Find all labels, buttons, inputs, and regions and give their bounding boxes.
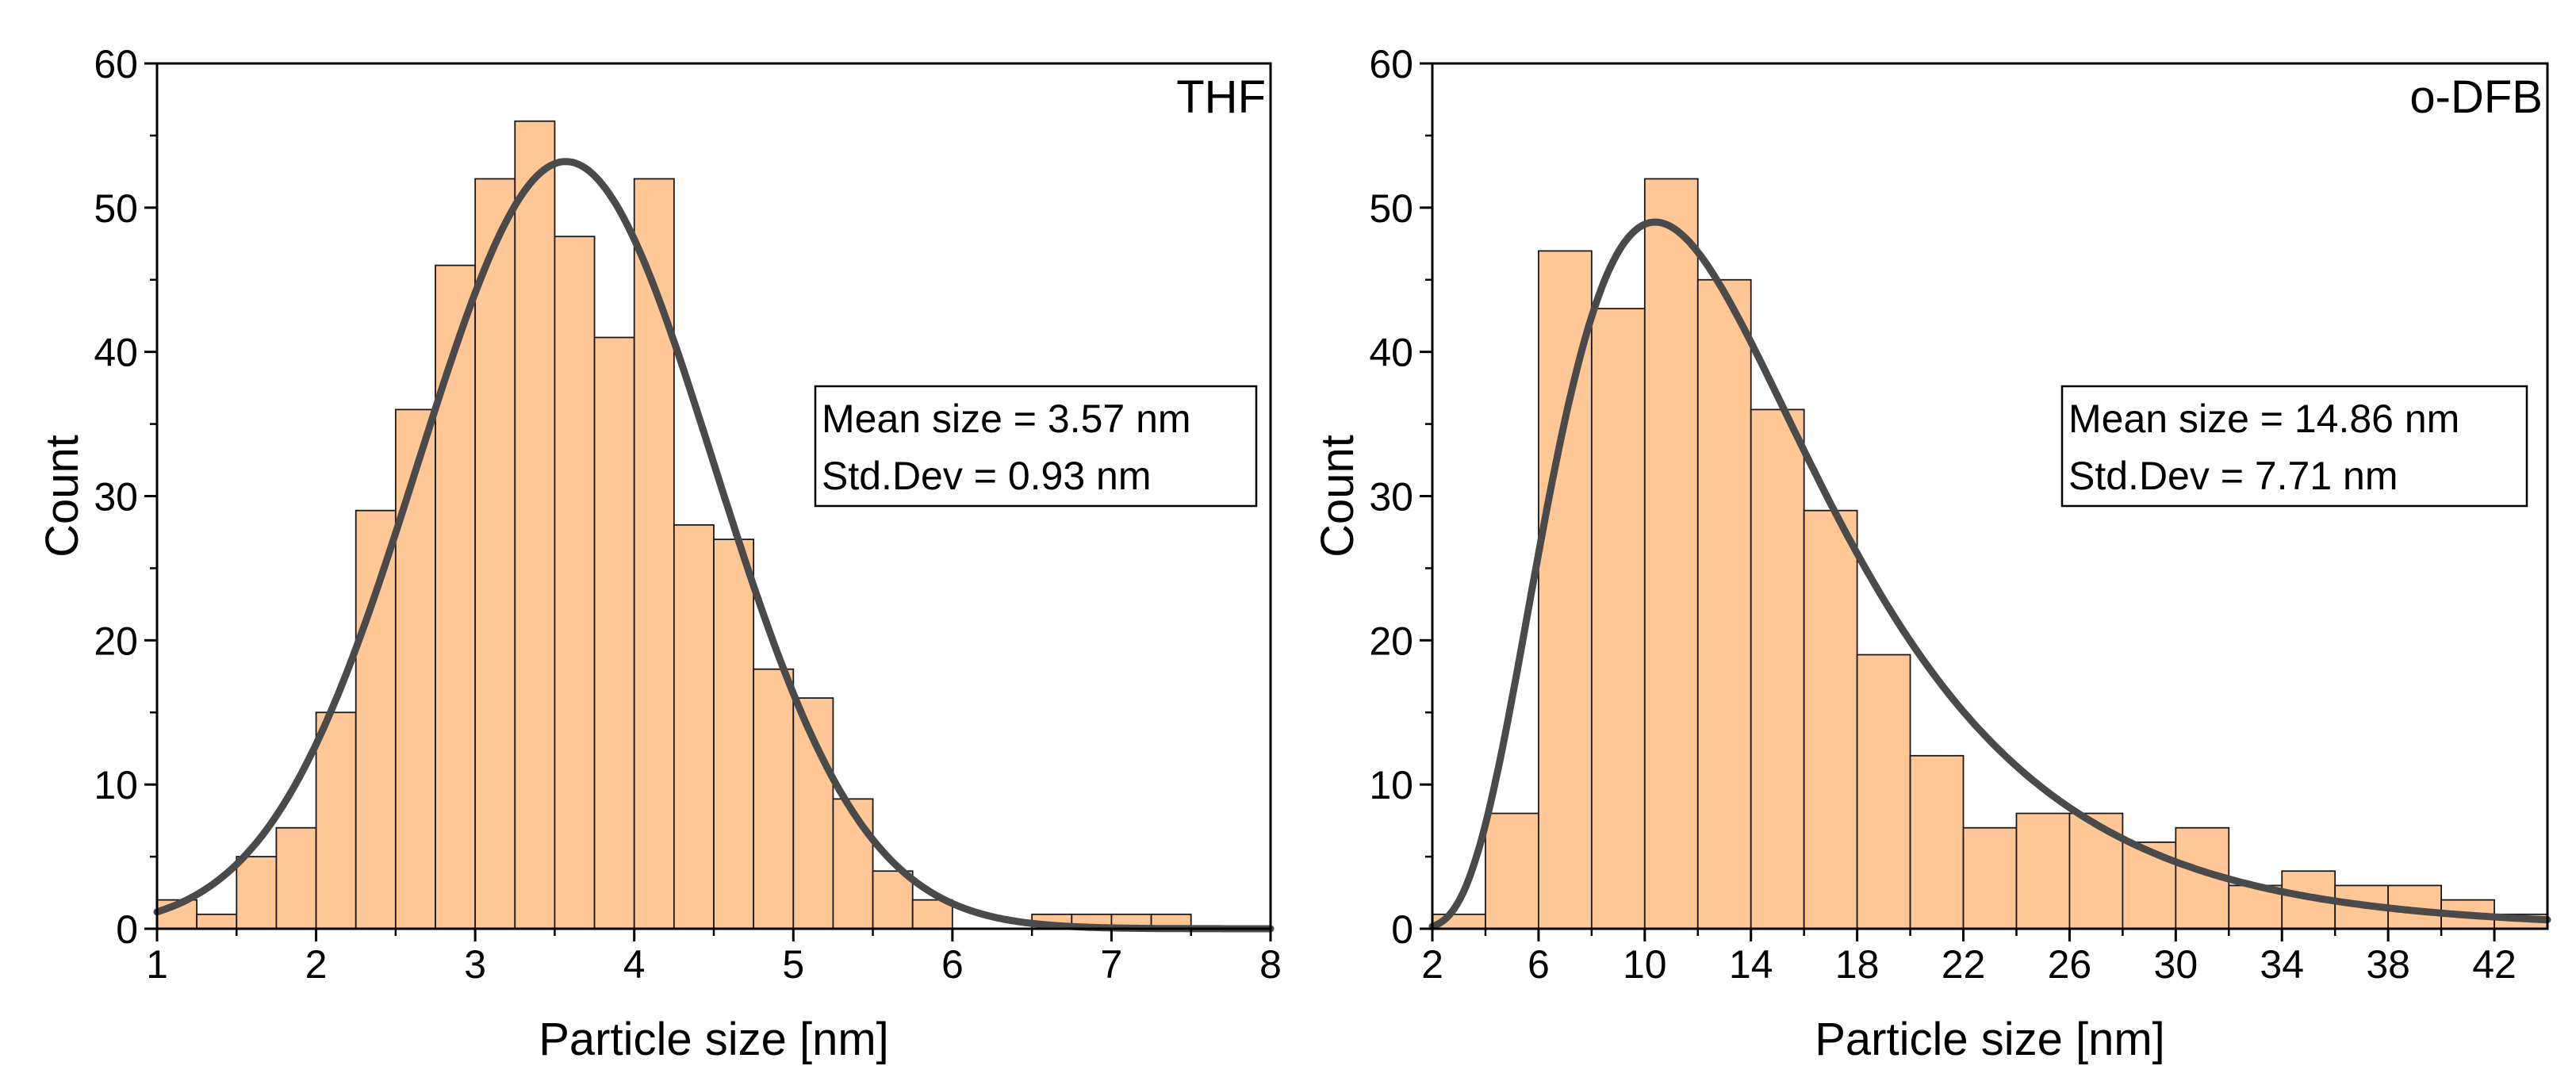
histogram-bar [1750,408,1805,930]
y-tick-label: 10 [1369,763,1413,807]
stats-box-frame [2060,385,2528,508]
histogram-bar [1696,278,1752,930]
histogram-bar [1643,178,1699,930]
y-tick-label: 20 [1369,619,1413,663]
histogram-bar [315,711,357,930]
histogram-bar [832,798,874,930]
histogram-bar [355,509,397,930]
fit-curve [1428,218,2551,930]
x-tick-label: 3 [464,942,486,987]
histogram-bar [633,178,675,930]
histogram-bar [435,264,477,930]
histogram-bar [593,336,635,930]
stats-mean: Mean size = 14.86 nm [2068,397,2459,441]
x-tick-label: 1 [146,942,168,987]
histogram-bar [673,523,715,930]
x-tick-label: 6 [941,942,964,987]
stats-box: Mean size = 3.57 nm Std.Dev = 0.93 nm [814,385,1258,508]
stats-std: Std.Dev = 0.93 nm [822,454,1152,498]
x-axis-title: Particle size [nm] [539,1014,889,1065]
histogram-bar [236,856,278,930]
histogram-bar [1590,308,1646,930]
histogram-bar [394,408,436,930]
x-tick-label: 10 [1623,942,1667,987]
histogram-bar [514,120,556,930]
x-tick-label: 2 [1421,942,1443,987]
stats-mean: Mean size = 3.57 nm [822,397,1191,441]
histogram-bar [1485,812,1539,930]
x-tick-label: 22 [1942,942,1986,987]
x-tick-label: 7 [1101,942,1123,987]
y-tick-label: 50 [94,186,138,231]
stats-std: Std.Dev = 7.71 nm [2068,454,2398,498]
y-tick-label: 20 [94,619,138,663]
histogram-panel-thf: 1 2 3 4 5 6 7 8 0 10 20 30 40 50 60 THF Mean size = 3.… [36,42,1282,1065]
histogram-bar [1962,826,2018,930]
bars-group [156,120,1192,930]
x-axis-title: Particle size [nm] [1815,1014,2165,1065]
y-tick-label: 0 [116,907,138,952]
x-tick-label: 34 [2260,942,2304,987]
histogram-bar [275,826,317,930]
stats-box-frame [814,385,1258,508]
y-tick-label: 40 [1369,331,1413,375]
histogram-bar [554,236,596,930]
fit-curve [153,158,1275,933]
x-tick-label: 14 [1729,942,1773,987]
histogram-bar [1909,754,1965,930]
x-tick-label: 26 [2048,942,2092,987]
x-tick-label: 8 [1259,942,1282,987]
x-tick-label: 6 [1528,942,1550,987]
fit-curve-group [153,158,1275,933]
histogram-bar [753,668,795,930]
histogram-bar [196,913,238,930]
y-axis-title: Count [36,435,88,558]
y-tick-label: 30 [94,475,138,519]
y-tick-label: 40 [94,331,138,375]
histogram-bar [2015,812,2071,930]
x-tick-label: 42 [2472,942,2517,987]
x-tick-label: 5 [782,942,804,987]
y-tick-label: 10 [94,763,138,807]
y-tick-label: 30 [1369,475,1413,519]
histogram-bar [713,539,755,930]
panel-label: o-DFB [2409,71,2543,123]
stats-box: Mean size = 14.86 nm Std.Dev = 7.71 nm [2060,385,2528,508]
histogram-bar [1803,509,1858,930]
x-tick-label: 30 [2154,942,2198,987]
histogram-bar [1856,654,1911,930]
x-tick-label: 38 [2366,942,2410,987]
y-tick-label: 0 [1391,907,1413,952]
fit-curve-group [1428,218,2551,930]
axes-group: 1 2 3 4 5 6 7 8 0 10 20 30 40 50 60 [94,42,1282,987]
y-axis-title: Count [1312,435,1363,558]
y-tick-label: 50 [1369,186,1413,231]
x-tick-label: 18 [1835,942,1880,987]
x-tick-label: 4 [623,942,646,987]
y-tick-label: 60 [1369,42,1413,86]
histogram-bar [872,870,914,930]
y-tick-label: 60 [94,42,138,86]
histogram-bar [474,178,516,930]
panel-label: THF [1176,71,1266,123]
x-tick-label: 2 [305,942,328,987]
histogram-bar [1538,250,1593,930]
